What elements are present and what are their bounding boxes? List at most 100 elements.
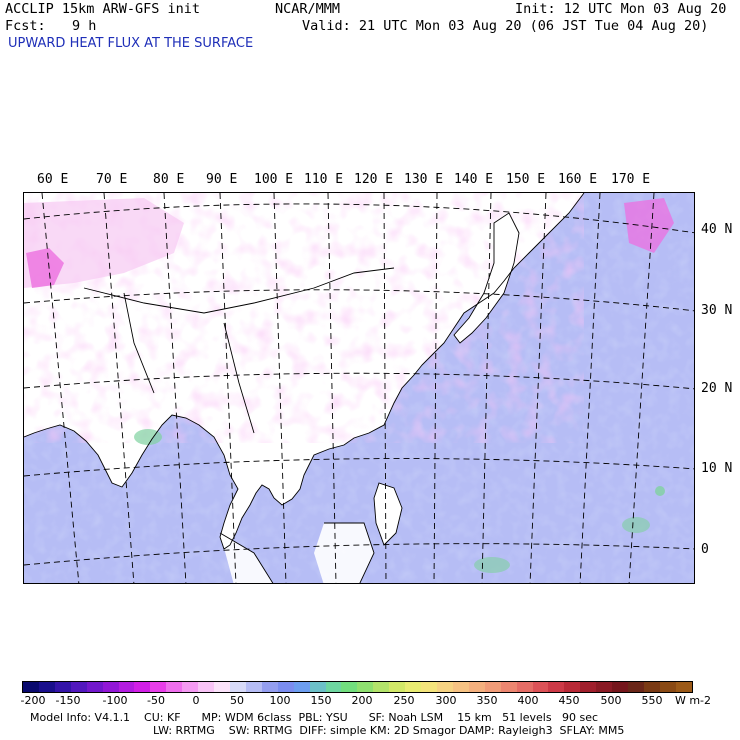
colorbar-swatch [229, 682, 246, 692]
colorbar-swatch [564, 682, 581, 692]
colorbar-tick: 400 [517, 694, 539, 707]
colorbar [22, 681, 693, 693]
colorbar-swatch [389, 682, 406, 692]
colorbar-tick: -150 [55, 694, 81, 707]
lon-label: 150 E [506, 172, 546, 187]
init-time: Init: 12 UTC Mon 03 Aug 20 [515, 1, 727, 17]
lon-label: 100 E [254, 172, 294, 187]
org-label: NCAR/MMM [275, 1, 341, 17]
lon-label: 80 E [153, 172, 185, 187]
colorbar-swatch [596, 682, 613, 692]
colorbar-swatch [309, 682, 326, 692]
spc-spot [622, 517, 650, 533]
colorbar-swatch [198, 682, 215, 692]
colorbar-swatch [357, 682, 374, 692]
colorbar-tick: 100 [269, 694, 291, 707]
heat-flux-map [23, 192, 695, 584]
colorbar-swatch [373, 682, 390, 692]
colorbar-swatch [118, 682, 135, 692]
colorbar-tick: 450 [558, 694, 580, 707]
colorbar-swatch [23, 682, 39, 692]
colorbar-swatch [134, 682, 151, 692]
colorbar-swatch [659, 682, 676, 692]
colorbar-swatch [70, 682, 87, 692]
japan-islands [454, 213, 519, 343]
borneo [314, 523, 374, 583]
philippines [374, 483, 402, 545]
lat-label: 40 N [701, 222, 733, 237]
sumatra [220, 533, 273, 583]
lon-label: 140 E [454, 172, 494, 187]
lat-label: 0 [701, 542, 709, 557]
colorbar-swatch [500, 682, 517, 692]
colorbar-swatch [54, 682, 71, 692]
colorbar-swatch [548, 682, 565, 692]
colorbar-swatch [436, 682, 453, 692]
colorbar-swatch [532, 682, 549, 692]
colorbar-tick: 0 [192, 694, 200, 707]
colorbar-swatch [277, 682, 294, 692]
lon-label: 170 E [611, 172, 651, 187]
model-info-line1: Model Info: V4.1.1 CU: KF MP: WDM 6class… [30, 711, 599, 724]
lon-label: 160 E [558, 172, 598, 187]
colorbar-swatch [452, 682, 469, 692]
colorbar-tick: 300 [435, 694, 457, 707]
lon-label: 60 E [37, 172, 69, 187]
colorbar-swatch [341, 682, 358, 692]
colorbar-swatch [516, 682, 533, 692]
colorbar-swatch [261, 682, 278, 692]
lat-lon-grid [24, 193, 694, 583]
colorbar-tick: 250 [393, 694, 415, 707]
lat-label: 30 N [701, 303, 733, 318]
colorbar-swatch [643, 682, 660, 692]
lon-label: 90 E [206, 172, 238, 187]
bay-bengal-spot [134, 429, 162, 445]
colorbar-tick: -50 [147, 694, 165, 707]
colorbar-swatch [166, 682, 183, 692]
lat-label: 20 N [701, 381, 733, 396]
colorbar-swatch [38, 682, 55, 692]
map-canvas [24, 193, 694, 583]
colorbar-swatch [405, 682, 422, 692]
forecast-label: Fcst: [5, 18, 46, 34]
colorbar-swatch [675, 682, 692, 692]
colorbar-swatch [628, 682, 644, 692]
model-title: ACCLIP 15km ARW-GFS init [5, 1, 201, 17]
strong-pink-patch [26, 248, 64, 288]
colorbar-swatch [325, 682, 342, 692]
colorbar-tick: 350 [476, 694, 498, 707]
wp-spot [474, 557, 510, 573]
japan-pink-patch [624, 198, 674, 253]
colorbar-tick: 150 [310, 694, 332, 707]
field-title: UPWARD HEAT FLUX AT THE SURFACE [8, 36, 254, 51]
colorbar-swatch [182, 682, 199, 692]
lon-label: 110 E [304, 172, 344, 187]
colorbar-swatch [86, 682, 103, 692]
east-spot [655, 486, 665, 496]
colorbar-swatch [293, 682, 310, 692]
colorbar-tick: 550 [641, 694, 663, 707]
colorbar-swatch [612, 682, 629, 692]
colorbar-tick: 50 [230, 694, 244, 707]
west-pink-patch [24, 198, 184, 288]
lon-label: 120 E [354, 172, 394, 187]
coastlines [24, 193, 585, 583]
model-info-line2: LW: RRTMG SW: RRTMG DIFF: simple KM: 2D … [153, 724, 625, 737]
colorbar-swatch [468, 682, 485, 692]
lon-label: 70 E [96, 172, 128, 187]
colorbar-swatch [214, 682, 230, 692]
lon-label: 130 E [404, 172, 444, 187]
colorbar-tick: -200 [20, 694, 46, 707]
colorbar-swatch [150, 682, 167, 692]
colorbar-units: W m-2 [674, 694, 712, 707]
colorbar-swatch [484, 682, 501, 692]
forecast-hours: 9 h [72, 18, 97, 34]
colorbar-swatch [102, 682, 119, 692]
colorbar-swatch [421, 682, 437, 692]
colorbar-tick: -100 [102, 694, 128, 707]
colorbar-swatch [580, 682, 597, 692]
colorbar-tick: 500 [600, 694, 622, 707]
lat-label: 10 N [701, 461, 733, 476]
colorbar-tick: 200 [351, 694, 373, 707]
colorbar-swatch [245, 682, 262, 692]
